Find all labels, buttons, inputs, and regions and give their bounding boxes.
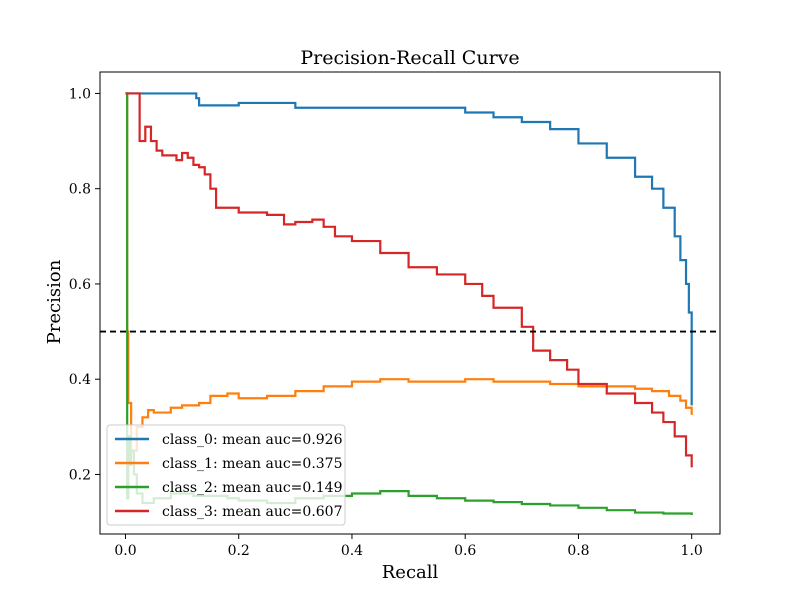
- y-tick-label: 0.2: [69, 467, 91, 483]
- x-tick-label: 0.6: [454, 543, 476, 559]
- x-tick-label: 0.4: [341, 543, 363, 559]
- axes-frame: [99, 71, 721, 535]
- y-tick-label: 0.6: [69, 277, 91, 293]
- legend-label: class_1: mean auc=0.375: [162, 456, 343, 472]
- y-tick-label: 1.0: [69, 86, 91, 102]
- y-tick-label: 0.8: [69, 182, 91, 198]
- legend-label: class_2: mean auc=0.149: [162, 480, 343, 496]
- y-axis-title: Precision: [44, 259, 65, 344]
- x-tick-label: 0.8: [567, 543, 589, 559]
- legend-label: class_3: mean auc=0.607: [162, 504, 343, 520]
- series-line-class-1: [125, 92, 693, 452]
- series-line-class-0: [125, 92, 693, 406]
- x-tick-label: 0.0: [114, 543, 136, 559]
- y-tick-label: 0.4: [69, 372, 91, 388]
- legend-box: [106, 424, 346, 526]
- plot-area: 0.0 0.2 0.4 0.6 0.8 1.0 0.2 0.4 0.6 0.8 1.0 class_0…: [69, 71, 721, 559]
- x-axis-title: Recall: [382, 562, 439, 583]
- x-tick-label: 0.2: [228, 543, 250, 559]
- legend-label: class_0: mean auc=0.926: [162, 432, 343, 448]
- x-tick-label: 1.0: [681, 543, 703, 559]
- chart-title: Precision-Recall Curve: [300, 47, 519, 69]
- series-line-class-3: [125, 92, 693, 468]
